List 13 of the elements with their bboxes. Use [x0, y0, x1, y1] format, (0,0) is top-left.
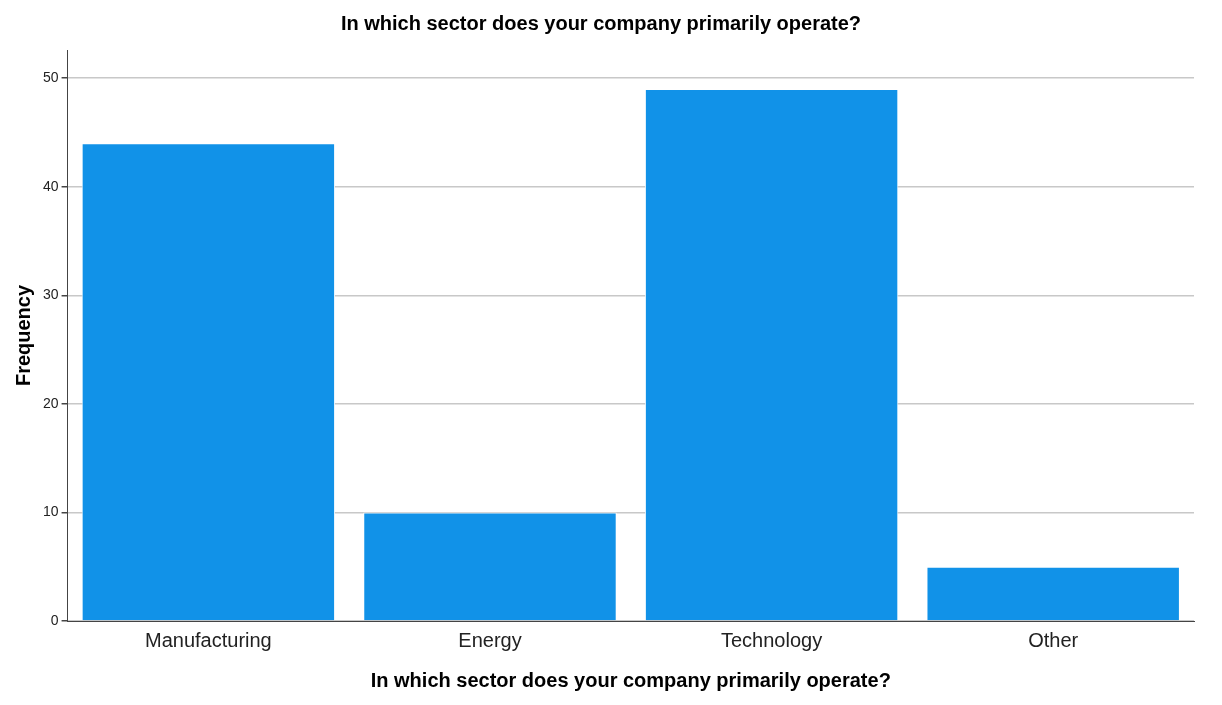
x-tick-label: Energy — [458, 628, 522, 651]
x-axis-title: In which sector does your company primarily operate? — [370, 668, 891, 691]
x-tick-label: Other — [1028, 628, 1079, 651]
y-tick-label: 0 — [50, 611, 59, 628]
x-tick-label: Manufacturing — [145, 628, 272, 651]
x-tick-label: Technology — [721, 628, 823, 651]
chart-title: In which sector does your company primarily operate? — [340, 11, 862, 34]
y-tick-label: 50 — [42, 69, 59, 86]
y-axis-title: Frequency — [11, 284, 34, 387]
y-tick-label: 40 — [42, 177, 59, 194]
y-tick-label: 30 — [42, 286, 59, 303]
y-tick-label: 20 — [42, 394, 59, 411]
y-tick-label: 10 — [42, 503, 59, 520]
